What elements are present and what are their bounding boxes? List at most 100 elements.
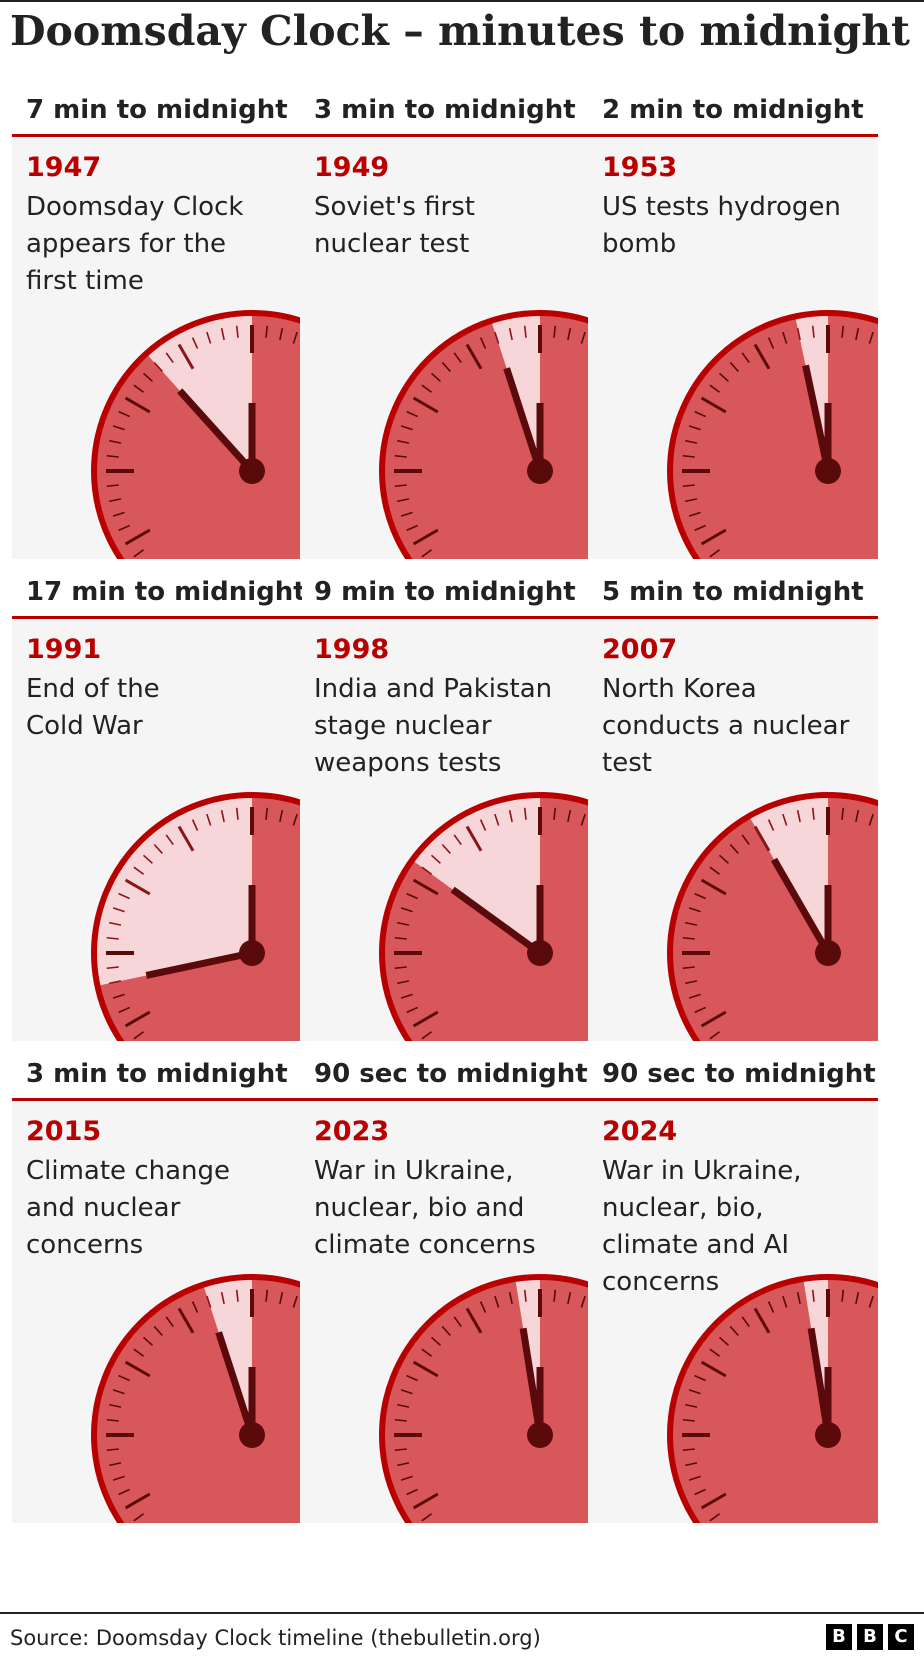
minor-tick — [782, 1295, 788, 1308]
clock-face — [670, 313, 878, 559]
minor-tick — [553, 325, 557, 338]
panel-rule — [588, 1098, 878, 1101]
clock-rim — [667, 310, 878, 559]
minor-tick — [796, 810, 801, 823]
minor-tick — [133, 1513, 145, 1522]
minor-tick — [397, 980, 410, 985]
major-tick — [124, 528, 151, 546]
panel-header: 9 min to midnight — [314, 577, 576, 607]
minor-tick — [109, 980, 122, 985]
minor-tick — [191, 819, 199, 831]
minute-hand — [503, 367, 544, 473]
panel-rule — [300, 134, 590, 137]
bbc-logo-letter: B — [826, 1624, 852, 1650]
clock-pivot — [239, 458, 265, 484]
minor-tick — [279, 328, 284, 341]
clock-panel: 5 min to midnight 2007 North Korea condu… — [588, 574, 878, 1050]
major-tick — [412, 1360, 439, 1378]
clock-face — [94, 1277, 302, 1523]
panel-description: War in Ukraine, nuclear, bio and climate… — [314, 1156, 536, 1260]
minor-tick — [165, 1316, 174, 1328]
clock-pivot — [527, 458, 553, 484]
minor-tick — [220, 1292, 225, 1305]
minor-tick — [709, 384, 721, 393]
minor-tick — [694, 1488, 706, 1496]
clock-icon — [91, 792, 302, 1041]
clock-icon — [379, 1274, 590, 1523]
minor-tick — [400, 1475, 413, 1481]
minor-tick — [694, 410, 706, 418]
minor-tick — [394, 454, 407, 458]
panel-card: 2023 War in Ukraine, nuclear, bio and cl… — [300, 1101, 590, 1523]
minor-tick — [133, 549, 145, 558]
minor-tick — [694, 1006, 706, 1014]
major-tick — [753, 825, 771, 852]
clock-rim — [91, 310, 302, 559]
minor-tick — [292, 331, 298, 344]
elapsed-sector — [94, 795, 252, 986]
minor-tick — [112, 1475, 125, 1481]
panel-card: 2024 War in Ukraine, nuclear, bio, clima… — [588, 1101, 878, 1523]
major-tick — [124, 396, 151, 414]
minor-tick — [811, 1289, 815, 1302]
minor-tick — [453, 834, 462, 846]
minor-tick — [394, 1418, 407, 1422]
major-tick — [177, 343, 195, 370]
panel-description: End of the Cold War — [26, 674, 160, 741]
clock-icon — [91, 310, 302, 559]
minor-tick — [567, 1292, 572, 1305]
minute-hand — [802, 364, 832, 472]
minor-tick — [118, 524, 130, 532]
bbc-logo-letter: C — [888, 1624, 914, 1650]
minor-tick — [142, 372, 153, 382]
minor-tick — [279, 1292, 284, 1305]
minor-tick — [685, 921, 698, 926]
clock-icon — [667, 1274, 878, 1523]
minor-tick — [112, 511, 125, 517]
panel-header: 90 sec to midnight — [602, 1059, 876, 1089]
minor-tick — [118, 1374, 130, 1382]
minor-tick — [741, 1316, 750, 1328]
minor-tick — [688, 425, 701, 431]
minor-tick — [191, 337, 199, 349]
major-tick — [177, 1307, 195, 1334]
minor-tick — [400, 425, 413, 431]
minor-tick — [400, 993, 413, 999]
panel-card: 1947 Doomsday Clock appears for the firs… — [12, 137, 302, 559]
major-tick — [124, 1492, 151, 1510]
minor-tick — [106, 484, 119, 488]
elapsed-sector — [146, 313, 252, 471]
clock-icon — [91, 1274, 302, 1523]
minor-tick — [494, 331, 500, 344]
minor-tick — [235, 807, 239, 820]
clock-face — [670, 1277, 878, 1523]
panel-header: 5 min to midnight — [602, 577, 864, 607]
panel-header: 3 min to midnight — [314, 95, 576, 125]
minute-hand — [770, 857, 832, 955]
minor-tick — [709, 1513, 721, 1522]
clock-pivot — [815, 458, 841, 484]
panel-card: 1991 End of the Cold War — [12, 619, 302, 1041]
major-tick — [465, 1307, 483, 1334]
minor-tick — [220, 328, 225, 341]
source-credit: Source: Doomsday Clock timeline (thebull… — [10, 1626, 541, 1650]
minor-tick — [688, 1475, 701, 1481]
panel-rule — [588, 134, 878, 137]
panel-header: 3 min to midnight — [26, 1059, 288, 1089]
page-title: Doomsday Clock – minutes to midnight — [10, 7, 910, 55]
minor-tick — [421, 866, 433, 875]
minor-tick — [868, 813, 874, 826]
minor-tick — [709, 549, 721, 558]
panel-rule — [12, 134, 302, 137]
minor-tick — [406, 1488, 418, 1496]
minor-tick — [292, 813, 298, 826]
minor-tick — [406, 524, 418, 532]
minor-tick — [782, 813, 788, 826]
minor-tick — [153, 361, 163, 372]
major-tick — [700, 878, 727, 896]
minor-tick — [279, 810, 284, 823]
clock-rim — [91, 1274, 302, 1523]
minor-tick — [709, 1348, 721, 1357]
panel-rule — [588, 616, 878, 619]
panel-card: 1953 US tests hydrogen bomb — [588, 137, 878, 559]
